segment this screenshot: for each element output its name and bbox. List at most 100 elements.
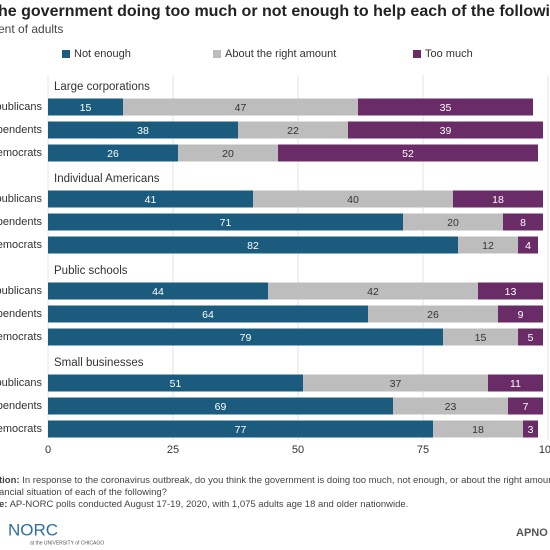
bar-segment (458, 236, 518, 254)
bar-segment (508, 397, 543, 415)
value-label: 79 (240, 332, 252, 344)
logo-left-sub: at the UNIVERSITY of CHICAGO (30, 540, 104, 546)
y-tick-label: pendents (0, 124, 42, 136)
value-label: 7 (523, 401, 529, 413)
bar-segment (48, 420, 433, 438)
bar-segment (278, 144, 538, 162)
group-label: Large corporations (54, 81, 150, 93)
bar-segment (48, 374, 303, 392)
chart-subtitle: ent of adults (0, 22, 63, 36)
y-tick-label: publicans (0, 101, 42, 113)
x-tick-label: 50 (292, 444, 304, 456)
value-label: 39 (440, 125, 452, 137)
value-label: 77 (235, 424, 247, 436)
value-label: 47 (235, 102, 247, 114)
bar-segment (303, 374, 488, 392)
footnote: ancial situation of each of the followin… (0, 487, 167, 498)
bar-segment (48, 236, 458, 254)
bar-segment (48, 121, 238, 139)
value-label: 18 (472, 424, 484, 436)
bar-segment (498, 305, 543, 323)
y-tick-label: publicans (0, 193, 42, 205)
y-tick-label: emocrats (0, 239, 42, 251)
bar-segment (253, 190, 453, 208)
bar-segment (433, 420, 523, 438)
bar-segment (178, 144, 278, 162)
value-label: 41 (145, 194, 157, 206)
value-label: 18 (492, 194, 504, 206)
y-tick-label: emocrats (0, 147, 42, 159)
y-tick-label: pendents (0, 400, 42, 412)
footnote-text: AP-NORC polls conducted August 17-19, 20… (10, 499, 409, 510)
value-label: 82 (247, 240, 259, 252)
bar-segment (368, 305, 498, 323)
legend-swatch (62, 50, 70, 58)
value-label: 8 (520, 217, 526, 229)
bar-segment (443, 328, 518, 346)
value-label: 11 (510, 378, 521, 390)
footnote-label: tion: (0, 475, 20, 486)
bar-segment (393, 397, 508, 415)
bar-segment (518, 328, 543, 346)
value-label: 22 (287, 125, 299, 137)
value-label: 35 (440, 102, 452, 114)
footnote-text: ancial situation of each of the followin… (0, 487, 167, 498)
value-label: 9 (518, 309, 524, 321)
legend-swatch (213, 50, 221, 58)
value-label: 71 (220, 217, 232, 229)
y-tick-label: emocrats (0, 423, 42, 435)
footnote: e: AP-NORC polls conducted August 17-19,… (0, 499, 408, 510)
value-label: 69 (215, 401, 227, 413)
footnote-text: In response to the coronavirus outbreak,… (22, 475, 550, 486)
group-label: Small businesses (54, 357, 144, 369)
bar-segment (238, 121, 348, 139)
value-label: 13 (505, 286, 517, 298)
value-label: 20 (447, 217, 459, 229)
value-label: 42 (367, 286, 379, 298)
y-tick-label: pendents (0, 308, 42, 320)
bar-segment (48, 98, 123, 116)
footnote: tion: In response to the coronavirus out… (0, 475, 550, 486)
legend-label: Too much (425, 48, 473, 60)
value-label: 37 (390, 378, 402, 390)
value-label: 38 (137, 125, 149, 137)
group-label: Individual Americans (54, 173, 160, 185)
bar-segment (358, 98, 533, 116)
value-label: 26 (107, 148, 119, 160)
bar-segment (48, 397, 393, 415)
bar-segment (523, 420, 538, 438)
y-tick-label: publicans (0, 377, 42, 389)
bar-segment (478, 282, 543, 300)
x-tick-label: 0 (45, 444, 51, 456)
legend-label: Not enough (74, 48, 131, 60)
value-label: 26 (427, 309, 439, 321)
y-tick-label: emocrats (0, 331, 42, 343)
legend-swatch (413, 50, 421, 58)
bar-segment (348, 121, 543, 139)
value-label: 12 (482, 240, 494, 252)
bar-segment (48, 213, 403, 231)
legend-label: About the right amount (225, 48, 336, 60)
value-label: 15 (475, 332, 487, 344)
bar-segment (403, 213, 503, 231)
value-label: 52 (402, 148, 414, 160)
value-label: 23 (445, 401, 457, 413)
bar-segment (48, 282, 268, 300)
logo-left: NORC (8, 520, 58, 539)
value-label: 40 (347, 194, 359, 206)
value-label: 20 (222, 148, 234, 160)
y-tick-label: pendents (0, 216, 42, 228)
bar-segment (48, 144, 178, 162)
x-tick-label: 75 (417, 444, 429, 456)
y-tick-label: publicans (0, 285, 42, 297)
logo-right: APNO (516, 527, 548, 539)
footnote-label: e: (0, 499, 7, 510)
group-label: Public schools (54, 265, 128, 277)
bar-segment (48, 305, 368, 323)
chart-title: he government doing too much or not enou… (0, 3, 550, 20)
x-tick-label: 25 (167, 444, 179, 456)
bar-segment (503, 213, 543, 231)
bar-segment (48, 190, 253, 208)
x-tick-label: 100 (539, 444, 550, 456)
